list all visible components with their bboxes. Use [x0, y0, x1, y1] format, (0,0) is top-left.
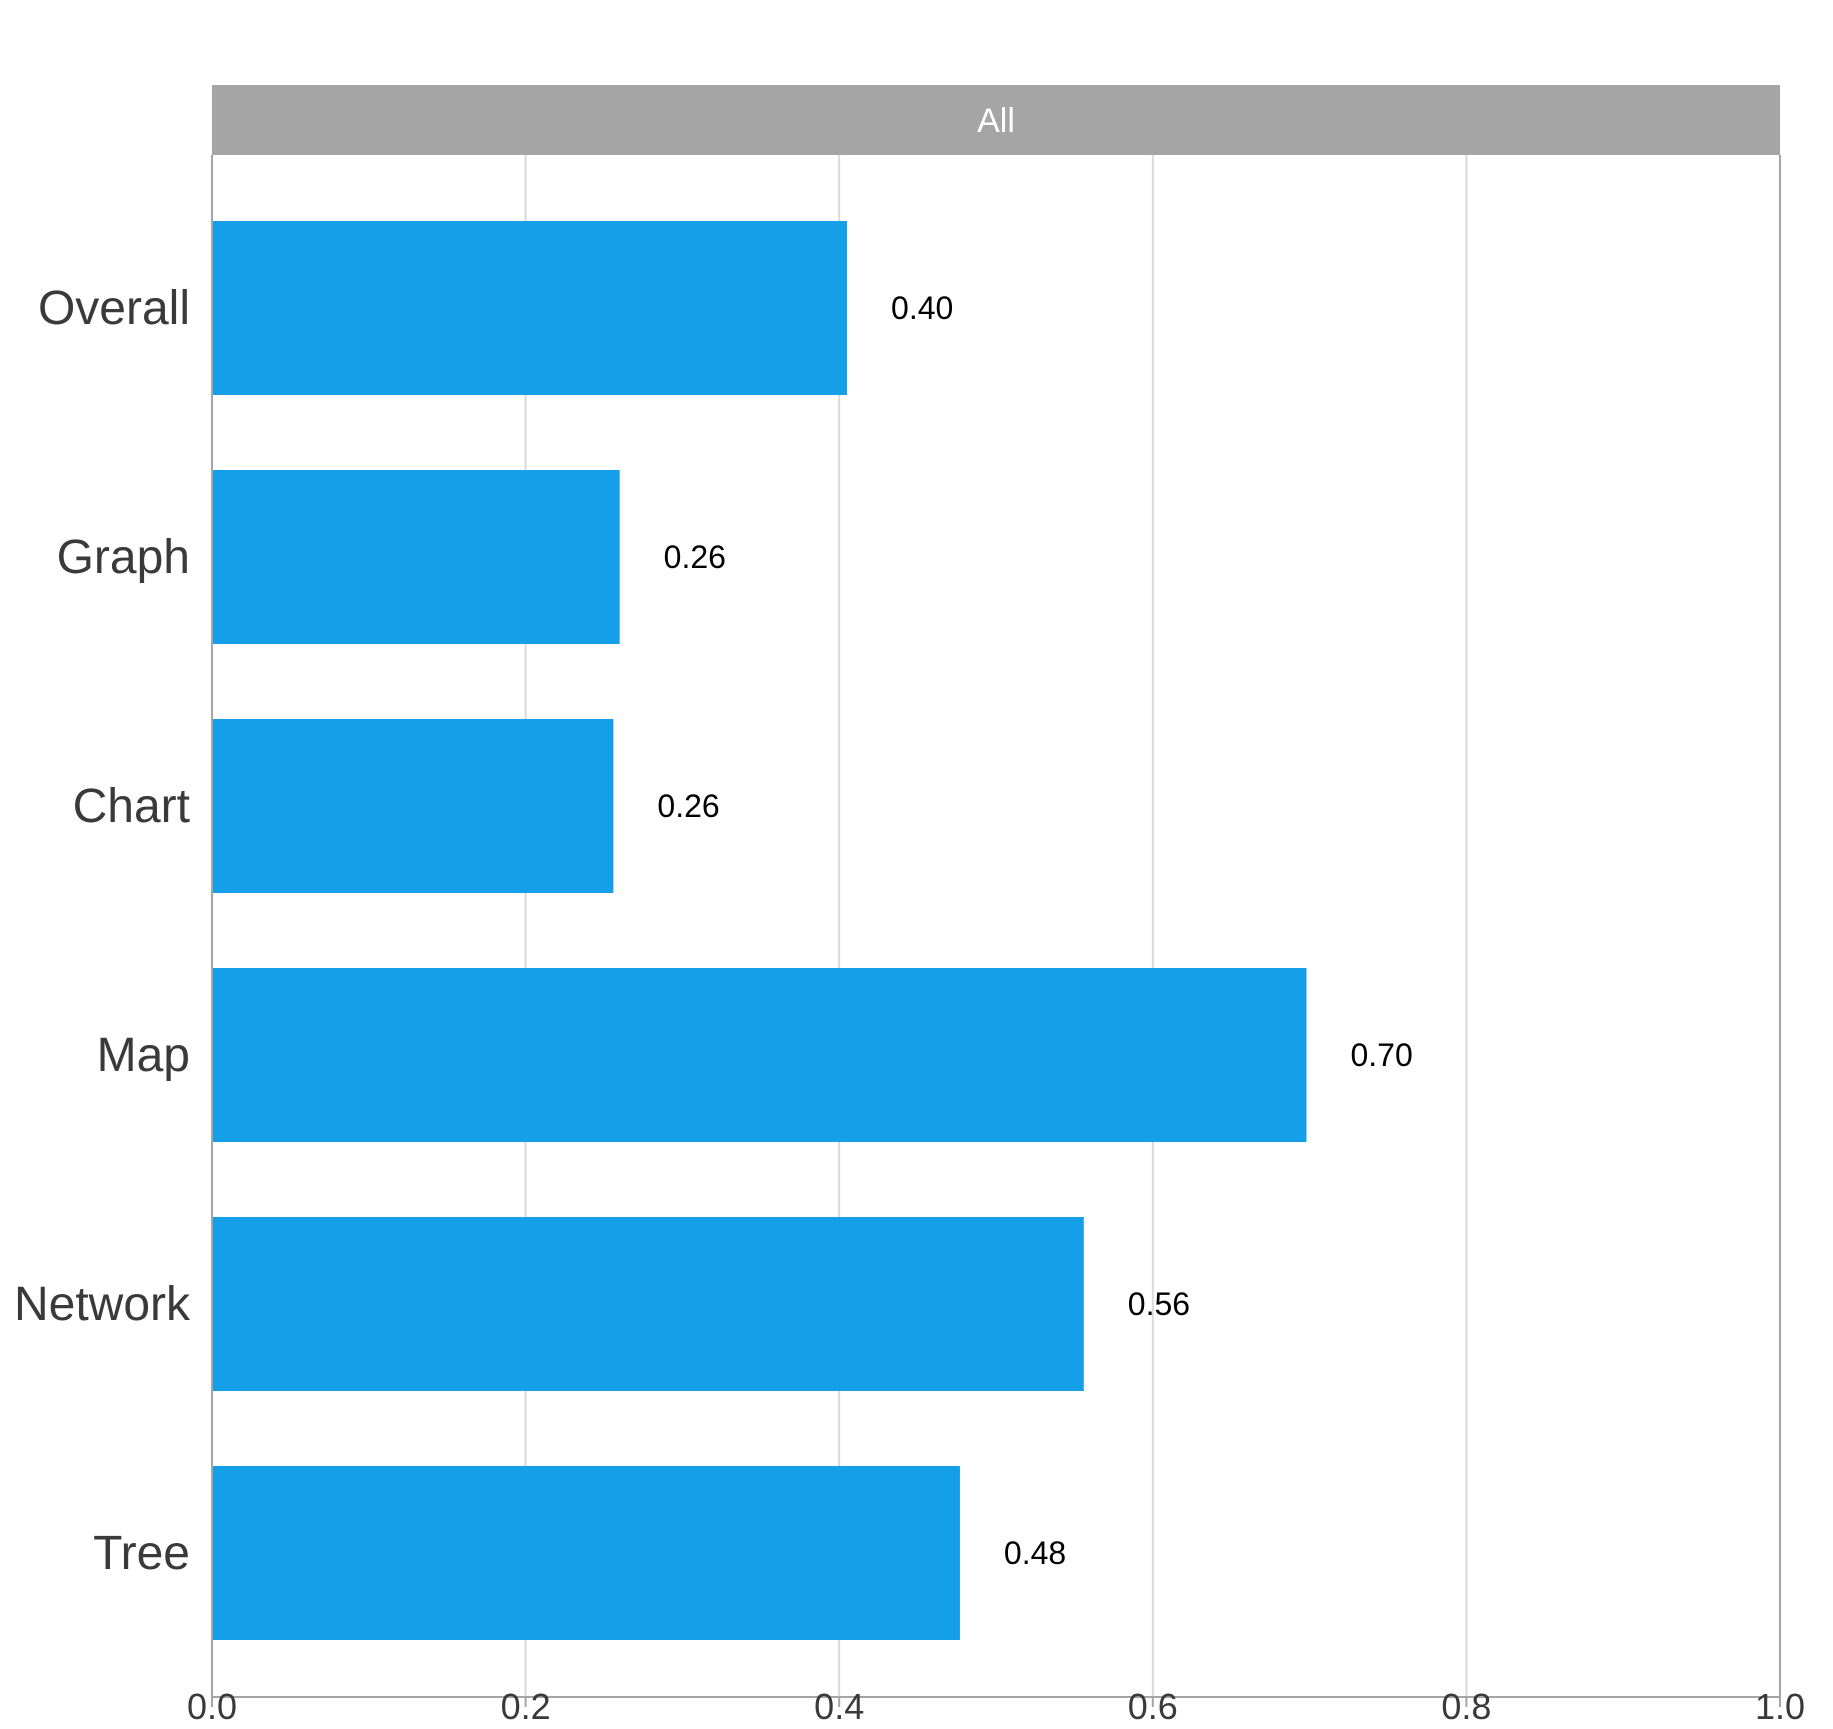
x-tick-label: 0.0 — [187, 1686, 237, 1727]
value-label-tree: 0.48 — [1004, 1535, 1066, 1571]
bar-overall — [212, 221, 848, 395]
value-label-graph: 0.26 — [664, 539, 726, 575]
value-labels: 0.40 0.26 0.26 0.70 0.56 0.48 — [657, 290, 1412, 1571]
value-label-network: 0.56 — [1128, 1286, 1190, 1322]
bar-tree — [212, 1466, 960, 1640]
value-label-overall: 0.40 — [891, 290, 953, 326]
gridlines — [524, 155, 1468, 1697]
x-tick-label: 0.6 — [1128, 1686, 1178, 1727]
value-label-chart: 0.26 — [657, 788, 719, 824]
bar-map — [212, 968, 1307, 1142]
category-label-map: Map — [97, 1029, 190, 1082]
category-label-tree: Tree — [93, 1527, 190, 1580]
x-tick-label: 0.4 — [814, 1686, 864, 1727]
category-label-graph: Graph — [57, 531, 190, 584]
bar-graph — [212, 470, 620, 644]
x-tick-label: 0.2 — [501, 1686, 551, 1727]
category-labels: Overall Graph Chart Map Network Tree — [14, 282, 191, 1580]
x-tick-label: 1.0 — [1755, 1686, 1805, 1727]
axes — [211, 155, 1781, 1698]
x-tick-label: 0.8 — [1441, 1686, 1491, 1727]
facet-strip-background — [212, 85, 1780, 155]
value-label-map: 0.70 — [1350, 1037, 1412, 1073]
category-label-chart: Chart — [73, 780, 190, 833]
category-label-network: Network — [14, 1278, 191, 1331]
x-axis-ticks: 0.0 0.2 0.4 0.6 0.8 1.0 — [187, 1686, 1805, 1727]
facet-strip: All — [212, 85, 1780, 155]
bars — [212, 221, 1307, 1640]
facet-label: All — [977, 102, 1015, 140]
category-label-overall: Overall — [38, 282, 190, 335]
bar-chart — [212, 719, 614, 893]
bar-network — [212, 1217, 1084, 1391]
